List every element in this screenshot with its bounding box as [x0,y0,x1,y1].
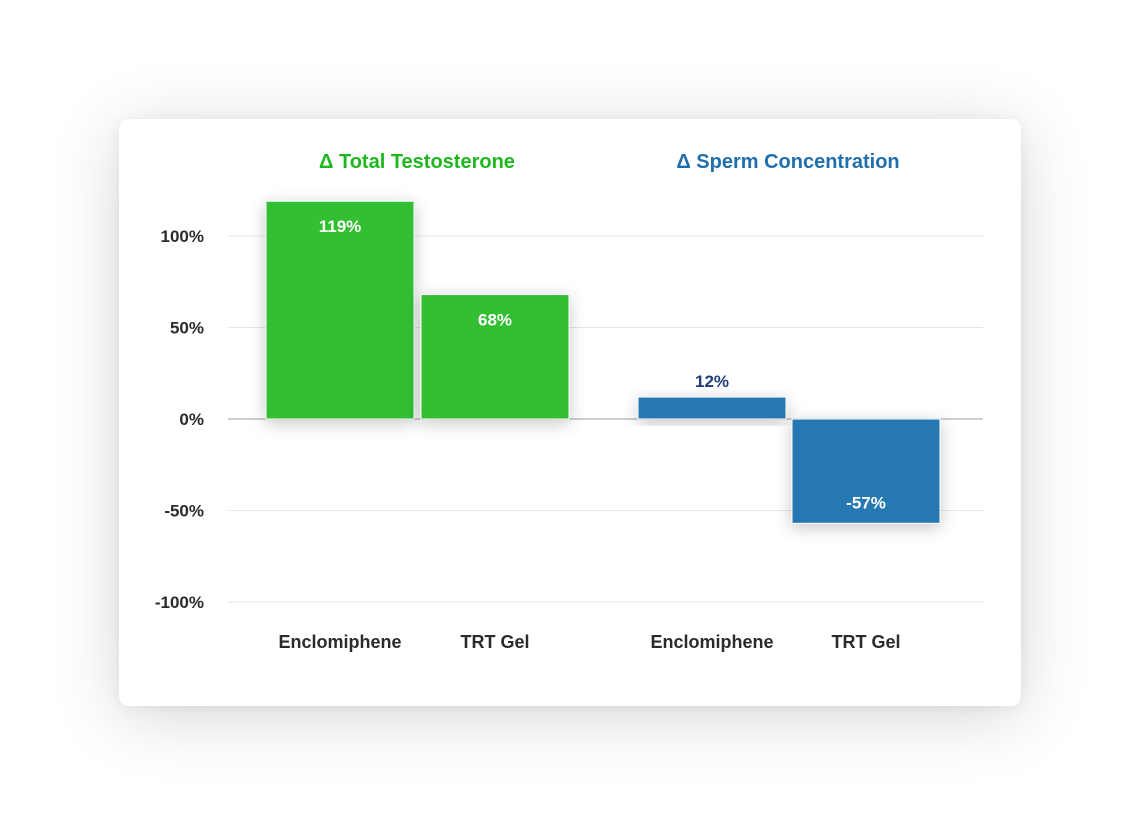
bar [420,294,570,420]
y-tick-label: 50% [170,319,204,338]
x-category-label: Enclomiphene [278,632,401,652]
group-title: Δ Sperm Concentration [676,151,899,173]
x-category-label: TRT Gel [460,632,529,652]
data-label: 119% [319,217,362,236]
y-tick-label: -100% [155,593,204,612]
y-tick-label: 0% [179,410,204,429]
group-title: Δ Total Testosterone [319,151,515,173]
bar [637,396,787,420]
x-category-label: TRT Gel [831,632,900,652]
bar [791,418,941,524]
data-label: 12% [695,372,729,391]
y-tick-label: 100% [161,227,204,246]
x-category-label: Enclomiphene [650,632,773,652]
data-label: 68% [478,311,512,330]
y-tick-label: -50% [164,502,204,521]
data-label: -57% [846,493,886,512]
bar [265,200,415,420]
